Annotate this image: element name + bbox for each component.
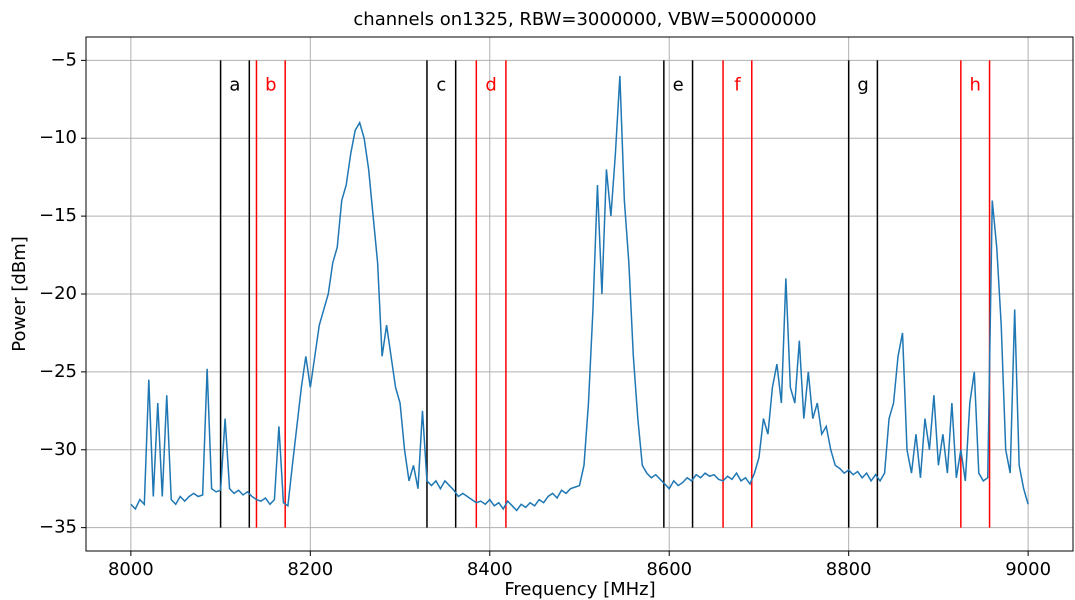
x-tick-label: 8400 [467,559,513,580]
y-tick-label: −5 [50,49,77,70]
channel-label: e [673,74,684,95]
x-axis-label: Frequency [MHz] [504,579,655,600]
spectrum-line [130,75,1029,512]
y-tick-label: −30 [39,439,77,460]
channel-label: c [436,74,446,95]
channel-label: a [229,74,240,95]
plot-frame [85,36,1074,552]
channel-label: d [485,74,496,95]
channel-label: h [969,74,980,95]
channel-label: b [265,74,276,95]
x-tick-label: 8600 [646,559,692,580]
channel-label: g [857,74,868,95]
x-tick-label: 8800 [826,559,872,580]
y-tick-label: −25 [39,361,77,382]
x-tick-label: 8000 [108,559,154,580]
x-tick-label: 8200 [287,559,333,580]
y-tick-label: −15 [39,205,77,226]
y-tick-label: −10 [39,127,77,148]
x-tick-label: 9000 [1005,559,1051,580]
y-axis-label: Power [dBm] [9,236,30,352]
y-tick-label: −35 [39,517,77,538]
y-tick-label: −20 [39,283,77,304]
chart-title: channels on1325, RBW=3000000, VBW=500000… [353,9,816,30]
channel-label: f [734,74,741,95]
